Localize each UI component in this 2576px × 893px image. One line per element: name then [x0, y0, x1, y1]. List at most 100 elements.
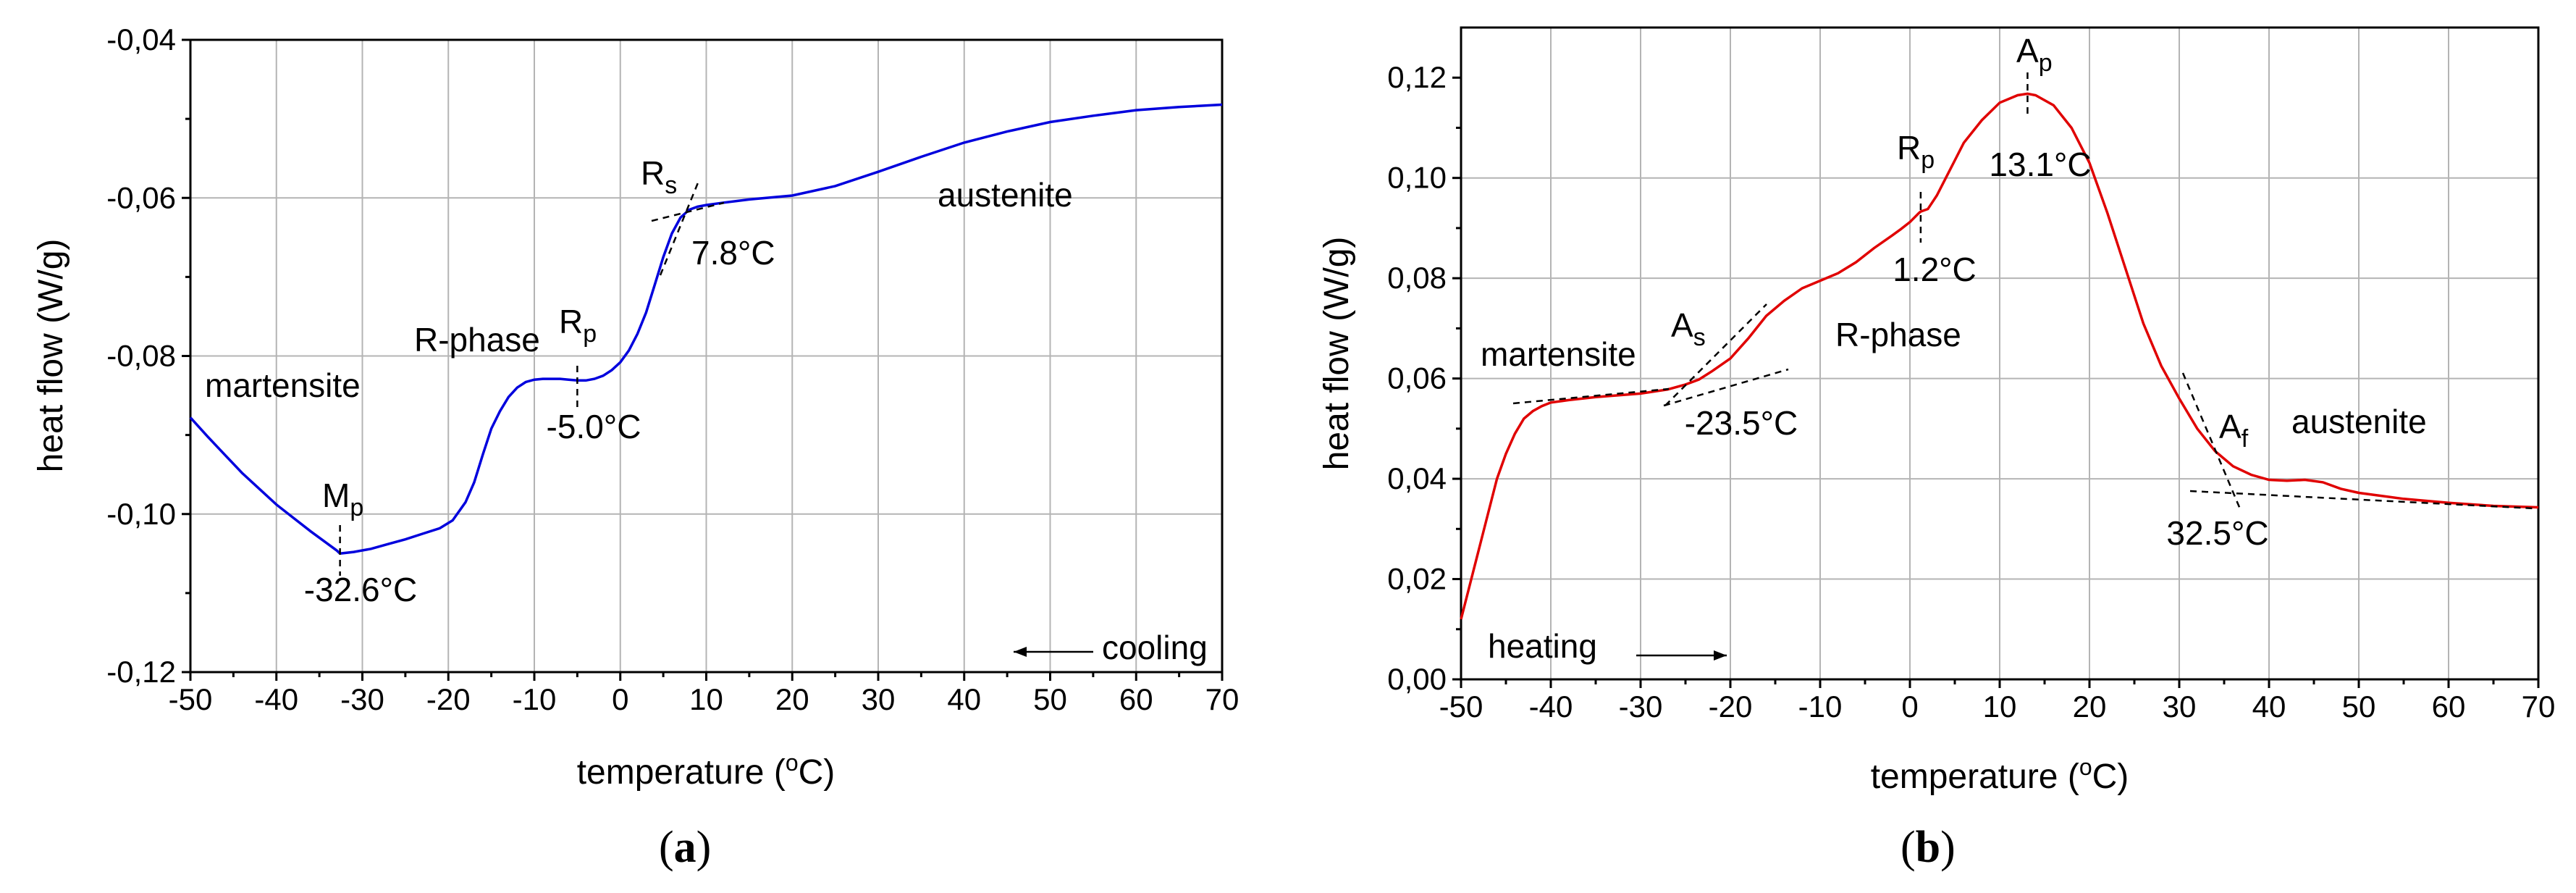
panel-b-rp-label-sub: p: [1921, 146, 1935, 174]
panel-a-rs-tangent-upper: [651, 201, 725, 222]
panel-b-y-tick-label: 0,06: [1387, 361, 1447, 395]
panel-a-ticks: -50 -40 -30 -20 -10 0 10 20 30 40 50 60 70 -0,12 -0,10…: [106, 22, 1239, 716]
panel-a-rp-value: -5.0°C: [547, 408, 641, 445]
panel-a-x-tick-label: 30: [862, 682, 896, 716]
panel-b-subfigure-close: ): [1940, 823, 1956, 872]
panel-b-rp-label: Rp: [1897, 129, 1935, 174]
panel-b-ticks: -50 -40 -30 -20 -10 0 10 20 30 40 50 60 70 0,00 0,02 0,…: [1387, 60, 2555, 724]
panel-b-x-tick-label: 40: [2252, 689, 2286, 724]
panel-a-x-tick-label: 50: [1033, 682, 1067, 716]
panel-b-x-tick-label: 20: [2073, 689, 2107, 724]
panel-b-as-label-main: A: [1671, 306, 1693, 344]
panel-b-grid: [1461, 28, 2538, 679]
panel-a-x-tick-label: -30: [340, 682, 384, 716]
panel-b-x-tick-label: -50: [1439, 689, 1483, 724]
panel-a-x-tick-label: 40: [947, 682, 981, 716]
panel-a-plot-frame: [189, 38, 1224, 674]
panel-a-x-tick-label: 0: [612, 682, 628, 716]
panel-b-ap-label-sub: p: [2039, 49, 2053, 77]
panel-a-x-tick-label: 20: [775, 682, 809, 716]
panel-a-annotations: martensite austenite R-phase Mp -32.6°C Rp -5.…: [205, 154, 1208, 666]
panel-a-mp-value: -32.6°C: [304, 571, 417, 608]
panel-b-x-tick-label: 60: [2432, 689, 2466, 724]
panel-b-annotations: martensite R-phase austenite As -23.5°C Rp 1.2…: [1481, 32, 2535, 665]
panel-a-mp-label-sub: p: [350, 494, 363, 521]
panel-b-x-tick-label: -20: [1709, 689, 1753, 724]
panel-a-x-tick-label: -50: [169, 682, 213, 716]
panel-b-ap-value: 13.1°C: [1989, 146, 2091, 183]
panel-b-y-axis-label: heat flow (W/g): [1318, 237, 1356, 471]
panel-b-af-label: Af: [2219, 408, 2249, 453]
panel-b-ap-label: Ap: [2016, 32, 2053, 77]
panel-b-x-tick-label: 50: [2342, 689, 2376, 724]
panel-a-rs-label-sub: s: [665, 172, 677, 199]
panel-a-rp-label: Rp: [559, 303, 597, 348]
panel-a-x-tick-label: -20: [426, 682, 471, 716]
panel-b-heating-arrowhead: [1714, 650, 1727, 661]
panel-a-r-phase-label: R-phase: [414, 321, 540, 359]
panel-a-y-tick-label: -0,04: [106, 22, 176, 56]
panel-b-subfigure-open: (: [1901, 823, 1916, 872]
panel-a-cooling-arrowhead: [1014, 647, 1027, 657]
panel-a-subfigure-letter: a: [674, 823, 696, 872]
panel-a-cooling-label: cooling: [1102, 629, 1208, 666]
panel-a-austenite-label: austenite: [938, 176, 1073, 214]
panel-b-heating-label: heating: [1488, 627, 1597, 665]
panel-b-martensite-label: martensite: [1481, 335, 1636, 373]
panel-a-y-tick-label: -0,10: [106, 497, 176, 531]
panel-b-as-tangent-lower: [1512, 387, 1670, 405]
panel-b-rp-value: 1.2°C: [1893, 251, 1977, 288]
panel-a-mp-label: Mp: [322, 477, 363, 521]
panel-b-y-tick-label: 0,12: [1387, 60, 1447, 94]
panel-a-rs-tangent-lower: [659, 180, 700, 276]
panel-b-rp-label-main: R: [1897, 129, 1921, 167]
panel-a-grid: [190, 40, 1222, 672]
panel-b-ap-label-main: A: [2016, 32, 2039, 70]
panel-a-x-axis-label-degree: o: [786, 750, 799, 776]
panel-b-chart: -50 -40 -30 -20 -10 0 10 20 30 40 50 60 70 0,00 0,02 0,…: [1318, 26, 2555, 872]
panel-b-as-tangent-cross: [1663, 368, 1789, 407]
panel-a-y-tick-label: -0,08: [106, 339, 176, 373]
panel-b-y-tick-label: 0,08: [1387, 261, 1447, 295]
panel-b-x-tick-label: -10: [1798, 689, 1843, 724]
panel-a-x-tick-label: 60: [1119, 682, 1153, 716]
panel-a-x-tick-label: -40: [254, 682, 298, 716]
panel-b-af-tangent-steep: [2181, 372, 2242, 511]
panel-b-af-value: 32.5°C: [2166, 514, 2268, 552]
panel-b-subfigure-label: (b): [1901, 823, 1956, 872]
panel-a-rp-label-main: R: [559, 303, 583, 340]
panel-b-x-tick-label: 0: [1901, 689, 1918, 724]
panel-b-as-label-sub: s: [1693, 324, 1706, 351]
panel-b-y-tick-label: 0,10: [1387, 161, 1447, 195]
panel-b-plot-frame: [1460, 26, 2540, 681]
panel-a-rs-label: Rs: [641, 154, 677, 199]
panel-a-x-tick-label: -10: [513, 682, 557, 716]
panel-b-af-label-main: A: [2219, 408, 2242, 445]
panel-b-x-tick-label: 30: [2163, 689, 2197, 724]
panel-b-x-tick-label: -30: [1619, 689, 1663, 724]
panel-b-x-axis-label-unit: C): [2092, 758, 2129, 796]
panel-a-x-axis-label: temperature (oC): [577, 750, 835, 792]
panel-b-as-label: As: [1671, 306, 1706, 351]
panel-a-x-axis-label-unit: C): [799, 753, 835, 792]
panel-a-rp-label-sub: p: [583, 320, 597, 348]
panel-a-x-tick-label: 70: [1205, 682, 1239, 716]
panel-a-y-axis-label: heat flow (W/g): [32, 239, 70, 473]
panel-a-y-tick-label: -0,06: [106, 180, 176, 214]
panel-b-as-value: -23.5°C: [1685, 404, 1798, 442]
panel-b-subfigure-letter: b: [1916, 823, 1940, 872]
panel-a-y-tick-label: -0,12: [106, 655, 176, 689]
panel-a-rs-value: 7.8°C: [691, 234, 775, 272]
panel-b-x-tick-label: 70: [2522, 689, 2556, 724]
panel-a-martensite-label: martensite: [205, 366, 361, 404]
panel-b-austenite-label: austenite: [2291, 403, 2427, 440]
panel-a-subfigure-open: (: [659, 823, 674, 872]
panel-b-x-tick-label: -40: [1529, 689, 1573, 724]
panel-a-chart: -50 -40 -30 -20 -10 0 10 20 30 40 50 60 70 -0,12 -0,10…: [32, 22, 1239, 872]
panel-b-y-tick-label: 0,04: [1387, 461, 1447, 495]
panel-a-x-tick-label: 10: [689, 682, 723, 716]
panel-a-subfigure-close: ): [696, 823, 712, 872]
panel-b-as-tangent-upper: [1664, 303, 1767, 406]
panel-b-heat-flow-line: [1460, 92, 2539, 620]
